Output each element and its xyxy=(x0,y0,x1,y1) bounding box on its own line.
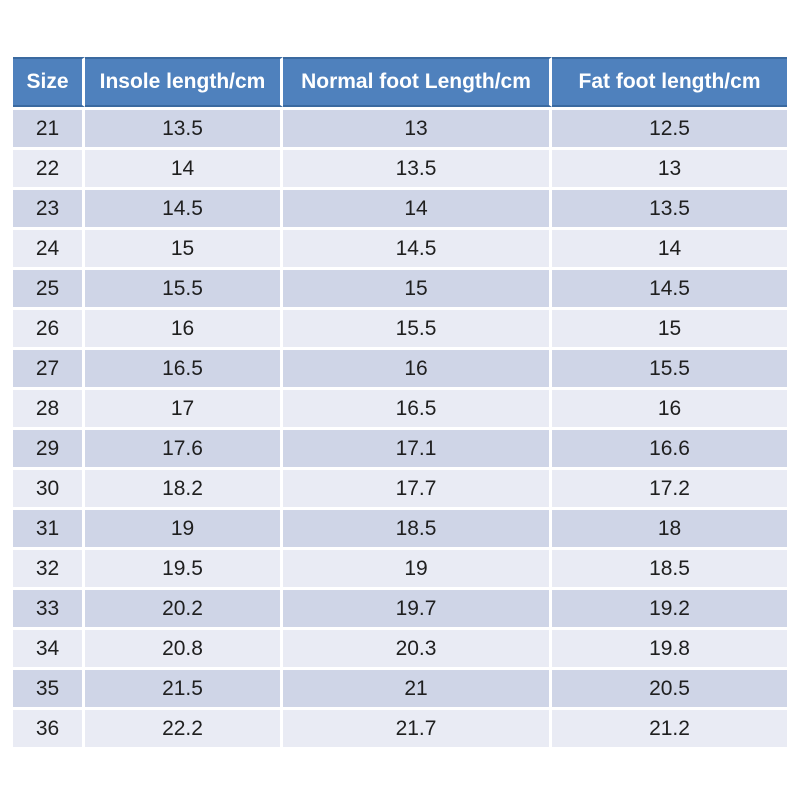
size-chart-table: Size Insole length/cm Normal foot Length/c… xyxy=(13,57,787,750)
table-cell: 13 xyxy=(552,150,787,190)
table-cell: 16 xyxy=(283,350,552,390)
table-row: 25 15.5 15 14.5 xyxy=(13,270,787,310)
table-cell: 19.5 xyxy=(85,550,283,590)
table-row: 26 16 15.5 15 xyxy=(13,310,787,350)
table-row: 32 19.5 19 18.5 xyxy=(13,550,787,590)
table-cell: 19.7 xyxy=(283,590,552,630)
table-cell: 34 xyxy=(13,630,85,670)
table-cell: 22.2 xyxy=(85,710,283,750)
table-row: 23 14.5 14 13.5 xyxy=(13,190,787,230)
table-cell: 20.2 xyxy=(85,590,283,630)
table-cell: 16 xyxy=(552,390,787,430)
table-cell: 14 xyxy=(283,190,552,230)
table-cell: 30 xyxy=(13,470,85,510)
table-cell: 16.5 xyxy=(283,390,552,430)
table-cell: 27 xyxy=(13,350,85,390)
table-cell: 35 xyxy=(13,670,85,710)
table-cell: 19 xyxy=(283,550,552,590)
table-cell: 31 xyxy=(13,510,85,550)
table-body: 21 13.5 13 12.5 22 14 13.5 13 23 14.5 14 13.5 24 15 14… xyxy=(13,107,787,750)
table-cell: 17.6 xyxy=(85,430,283,470)
table-row: 29 17.6 17.1 16.6 xyxy=(13,430,787,470)
table-row: 24 15 14.5 14 xyxy=(13,230,787,270)
table-cell: 21 xyxy=(13,107,85,150)
table-cell: 24 xyxy=(13,230,85,270)
table-cell: 25 xyxy=(13,270,85,310)
table-cell: 23 xyxy=(13,190,85,230)
table-header-row: Size Insole length/cm Normal foot Length/c… xyxy=(13,57,787,107)
table-cell: 15.5 xyxy=(85,270,283,310)
table-cell: 13 xyxy=(283,107,552,150)
table-cell: 18 xyxy=(552,510,787,550)
table-cell: 21.7 xyxy=(283,710,552,750)
table-cell: 17 xyxy=(85,390,283,430)
table-cell: 13.5 xyxy=(283,150,552,190)
table-cell: 15.5 xyxy=(283,310,552,350)
column-header: Normal foot Length/cm xyxy=(283,57,552,107)
table-cell: 16.5 xyxy=(85,350,283,390)
table-row: 31 19 18.5 18 xyxy=(13,510,787,550)
table-cell: 13.5 xyxy=(552,190,787,230)
table-cell: 22 xyxy=(13,150,85,190)
table-cell: 28 xyxy=(13,390,85,430)
table-cell: 16 xyxy=(85,310,283,350)
table-row: 36 22.2 21.7 21.2 xyxy=(13,710,787,750)
table-cell: 19.2 xyxy=(552,590,787,630)
table-cell: 15 xyxy=(283,270,552,310)
table-cell: 15.5 xyxy=(552,350,787,390)
table-cell: 29 xyxy=(13,430,85,470)
table-cell: 16.6 xyxy=(552,430,787,470)
table-row: 28 17 16.5 16 xyxy=(13,390,787,430)
table-cell: 18.5 xyxy=(283,510,552,550)
table-row: 34 20.8 20.3 19.8 xyxy=(13,630,787,670)
table-cell: 15 xyxy=(85,230,283,270)
table-cell: 17.2 xyxy=(552,470,787,510)
table-row: 33 20.2 19.7 19.2 xyxy=(13,590,787,630)
table-cell: 17.1 xyxy=(283,430,552,470)
table-cell: 14 xyxy=(85,150,283,190)
column-header: Size xyxy=(13,57,85,107)
table-cell: 20.8 xyxy=(85,630,283,670)
table-cell: 17.7 xyxy=(283,470,552,510)
table-cell: 12.5 xyxy=(552,107,787,150)
table-cell: 26 xyxy=(13,310,85,350)
size-chart: Size Insole length/cm Normal foot Length/c… xyxy=(13,57,787,750)
table-cell: 14.5 xyxy=(85,190,283,230)
table-cell: 21 xyxy=(283,670,552,710)
table-cell: 20.5 xyxy=(552,670,787,710)
table-cell: 13.5 xyxy=(85,107,283,150)
table-cell: 32 xyxy=(13,550,85,590)
table-cell: 15 xyxy=(552,310,787,350)
table-row: 35 21.5 21 20.5 xyxy=(13,670,787,710)
table-cell: 19 xyxy=(85,510,283,550)
table-cell: 14.5 xyxy=(552,270,787,310)
table-cell: 19.8 xyxy=(552,630,787,670)
table-cell: 36 xyxy=(13,710,85,750)
table-row: 21 13.5 13 12.5 xyxy=(13,107,787,150)
table-row: 27 16.5 16 15.5 xyxy=(13,350,787,390)
table-row: 30 18.2 17.7 17.2 xyxy=(13,470,787,510)
table-cell: 21.5 xyxy=(85,670,283,710)
table-cell: 18.5 xyxy=(552,550,787,590)
table-cell: 14 xyxy=(552,230,787,270)
column-header: Insole length/cm xyxy=(85,57,283,107)
table-cell: 14.5 xyxy=(283,230,552,270)
table-cell: 20.3 xyxy=(283,630,552,670)
table-cell: 33 xyxy=(13,590,85,630)
table-cell: 21.2 xyxy=(552,710,787,750)
column-header: Fat foot length/cm xyxy=(552,57,787,107)
table-row: 22 14 13.5 13 xyxy=(13,150,787,190)
table-cell: 18.2 xyxy=(85,470,283,510)
